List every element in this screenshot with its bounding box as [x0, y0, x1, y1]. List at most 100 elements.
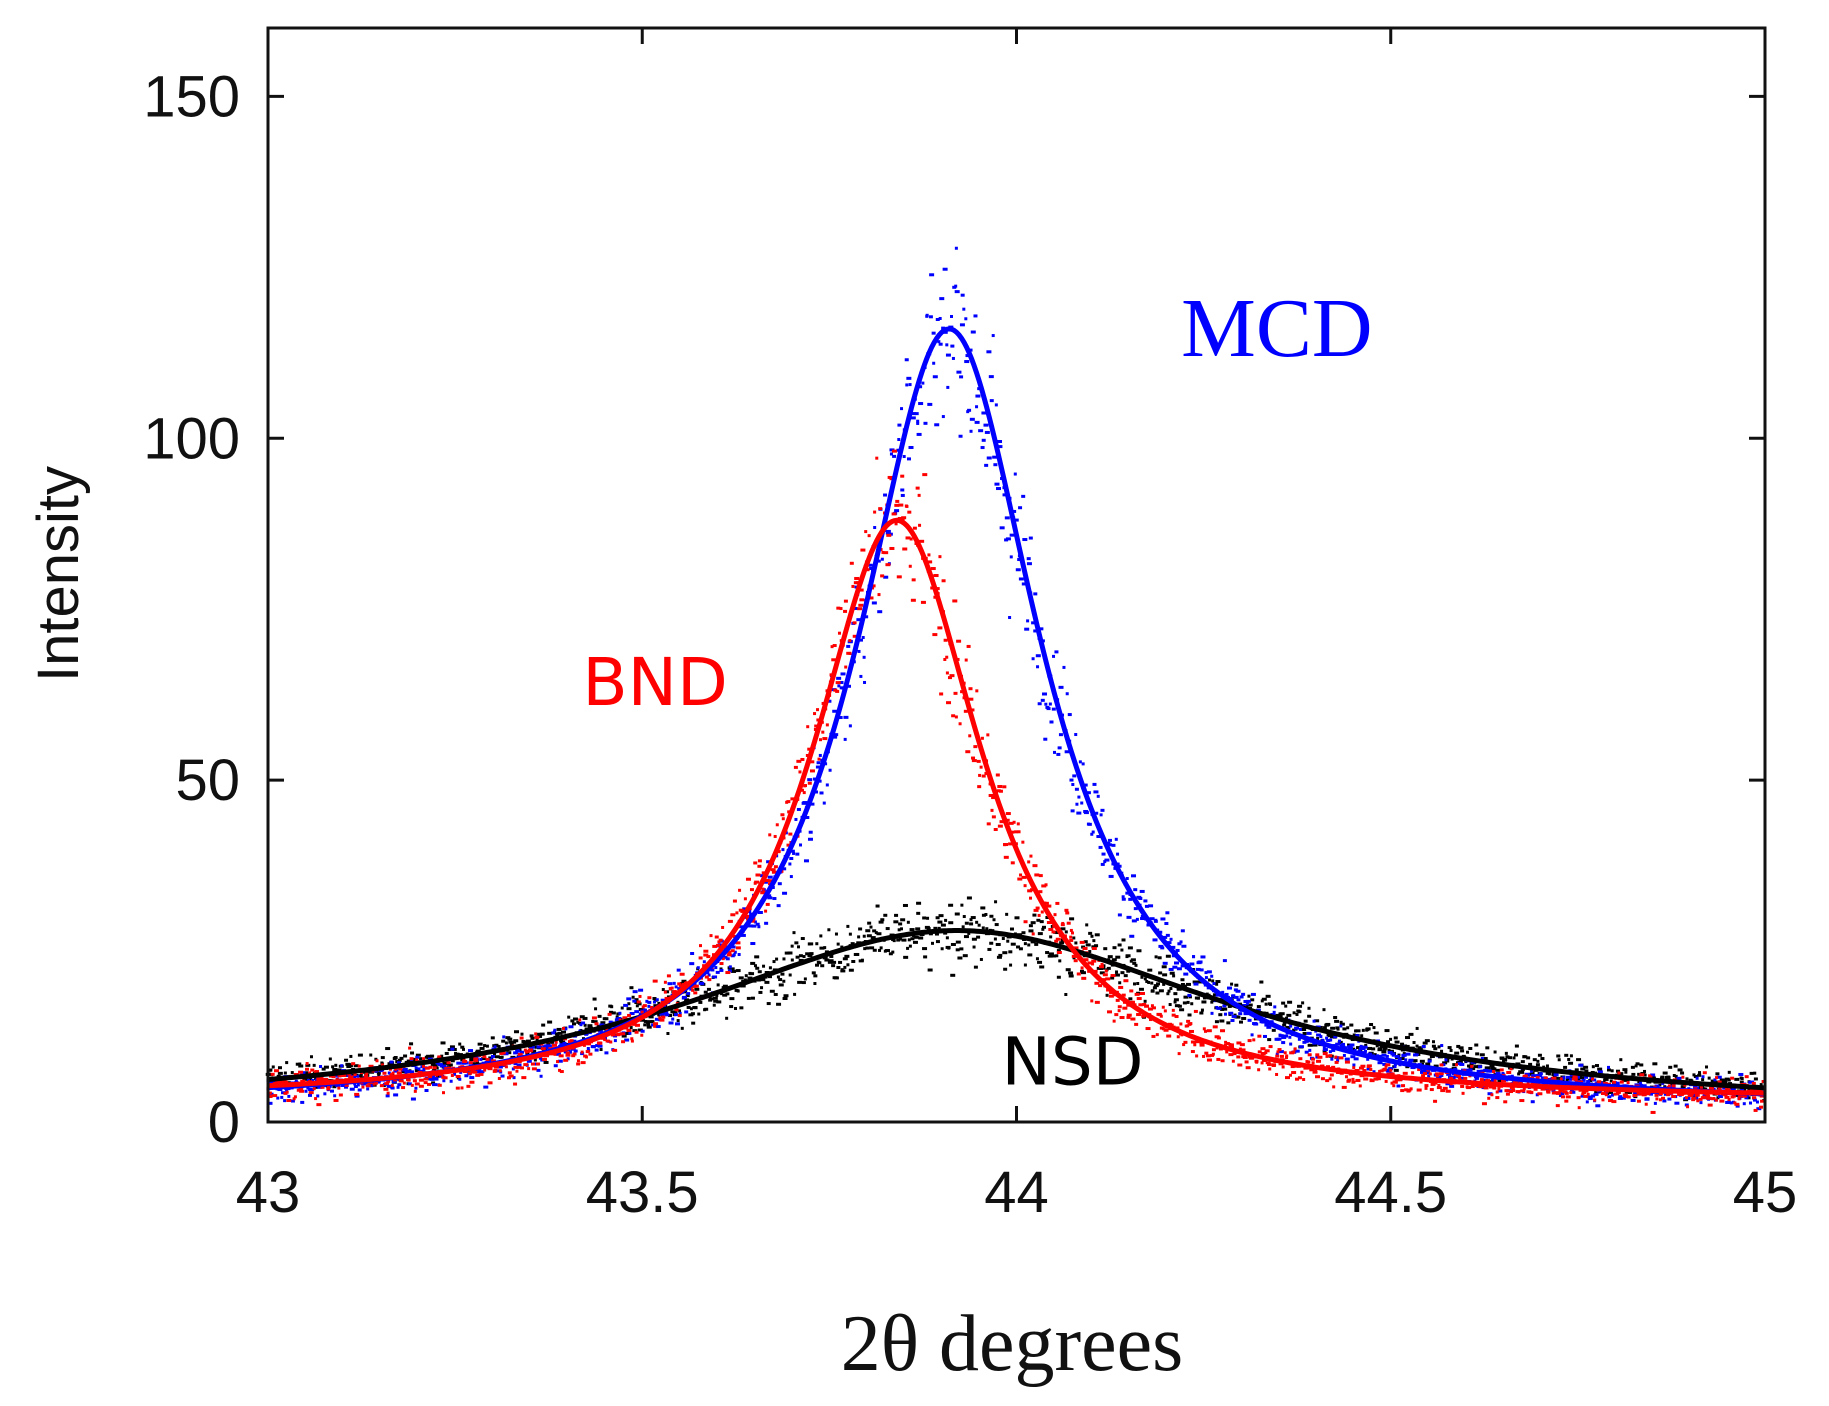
- data-point-nsd: [805, 952, 811, 956]
- data-point-mcd: [1250, 992, 1256, 996]
- data-point-bnd: [1725, 1088, 1731, 1092]
- data-point-mcd: [897, 423, 902, 427]
- data-point-bnd: [1155, 1033, 1159, 1037]
- data-point-bnd: [821, 730, 825, 734]
- data-point-nsd: [485, 1044, 489, 1048]
- data-point-nsd: [1058, 959, 1062, 963]
- data-point-bnd: [1016, 822, 1020, 826]
- data-point-bnd: [1134, 1022, 1139, 1026]
- data-point-mcd: [712, 975, 718, 979]
- data-point-mcd: [1341, 1042, 1346, 1046]
- data-point-nsd: [1393, 1068, 1399, 1072]
- data-point-nsd: [704, 1007, 709, 1011]
- data-point-nsd: [657, 1001, 661, 1005]
- data-point-mcd: [918, 385, 923, 389]
- data-point-bnd: [1228, 1053, 1234, 1057]
- data-point-nsd: [1753, 1077, 1758, 1081]
- data-point-bnd: [1636, 1099, 1641, 1103]
- data-point-bnd: [1537, 1092, 1543, 1096]
- data-point-bnd: [1129, 989, 1134, 993]
- data-point-bnd: [650, 1005, 654, 1009]
- data-point-nsd: [739, 1006, 744, 1010]
- y-tick-label: 100: [143, 406, 240, 471]
- data-point-bnd: [1171, 1008, 1175, 1012]
- data-point-nsd: [969, 918, 973, 922]
- data-point-bnd: [1260, 1051, 1266, 1055]
- data-point-bnd: [971, 756, 976, 760]
- data-point-nsd: [634, 1001, 639, 1005]
- data-point-mcd: [1328, 1050, 1332, 1054]
- data-point-nsd: [840, 969, 846, 973]
- data-point-mcd: [803, 859, 809, 863]
- data-point-mcd: [270, 1080, 276, 1084]
- data-point-mcd: [1478, 1065, 1483, 1069]
- data-point-mcd: [1663, 1092, 1667, 1096]
- data-point-bnd: [398, 1067, 403, 1071]
- data-point-mcd: [304, 1089, 308, 1093]
- data-point-bnd: [947, 676, 952, 680]
- data-point-nsd: [876, 932, 882, 936]
- data-point-nsd: [1466, 1064, 1472, 1068]
- data-point-bnd: [902, 547, 908, 551]
- data-point-mcd: [916, 421, 920, 425]
- data-point-nsd: [1094, 933, 1100, 937]
- data-point-mcd: [513, 1062, 518, 1066]
- data-point-bnd: [1654, 1093, 1659, 1097]
- data-point-bnd: [991, 796, 996, 800]
- data-point-nsd: [1384, 1029, 1390, 1033]
- data-point-nsd: [870, 936, 876, 940]
- data-point-bnd: [1310, 1057, 1315, 1061]
- data-point-bnd: [348, 1075, 354, 1079]
- data-point-bnd: [945, 655, 949, 659]
- data-point-mcd: [1401, 1053, 1407, 1057]
- data-point-nsd: [1247, 1003, 1253, 1007]
- data-point-bnd: [1341, 1085, 1347, 1089]
- data-point-mcd: [916, 432, 922, 436]
- data-point-mcd: [938, 342, 943, 346]
- data-point-mcd: [1468, 1068, 1473, 1072]
- data-point-nsd: [1502, 1058, 1507, 1062]
- data-point-nsd: [1479, 1053, 1485, 1057]
- data-point-nsd: [708, 997, 714, 1001]
- data-point-mcd: [1584, 1075, 1589, 1079]
- data-point-bnd: [1533, 1087, 1538, 1091]
- data-point-bnd: [1277, 1048, 1282, 1052]
- data-point-nsd: [1727, 1070, 1731, 1074]
- data-point-bnd: [1174, 1015, 1179, 1019]
- data-point-mcd: [696, 966, 700, 970]
- data-point-mcd: [562, 1041, 567, 1045]
- data-point-bnd: [630, 1037, 634, 1041]
- data-point-bnd: [1572, 1075, 1578, 1079]
- data-point-nsd: [712, 996, 718, 1000]
- data-point-nsd: [869, 946, 875, 950]
- data-point-mcd: [900, 488, 905, 492]
- data-point-nsd: [1637, 1072, 1642, 1076]
- data-point-bnd: [1752, 1096, 1757, 1100]
- data-point-mcd: [660, 998, 666, 1002]
- data-point-mcd: [468, 1049, 474, 1053]
- data-point-mcd: [802, 801, 808, 805]
- data-point-nsd: [782, 979, 786, 983]
- data-point-bnd: [1071, 954, 1077, 958]
- data-point-bnd: [1416, 1088, 1422, 1092]
- data-point-nsd: [328, 1057, 332, 1061]
- data-point-mcd: [918, 402, 924, 406]
- data-point-bnd: [1044, 883, 1048, 887]
- data-point-mcd: [1235, 989, 1241, 993]
- data-point-mcd: [340, 1083, 345, 1087]
- data-point-bnd: [1619, 1080, 1624, 1084]
- data-point-mcd: [555, 1052, 561, 1056]
- data-point-mcd: [667, 982, 673, 986]
- data-point-bnd: [1366, 1064, 1372, 1068]
- data-point-nsd: [1468, 1046, 1473, 1050]
- data-point-bnd: [1518, 1080, 1523, 1084]
- data-point-bnd: [540, 1047, 546, 1051]
- data-point-nsd: [535, 1032, 541, 1036]
- data-point-mcd: [1171, 945, 1176, 949]
- data-point-mcd: [967, 408, 972, 412]
- data-point-nsd: [1373, 1053, 1377, 1057]
- data-point-bnd: [765, 902, 770, 906]
- data-point-bnd: [423, 1077, 429, 1081]
- data-point-mcd: [1553, 1073, 1559, 1077]
- data-point-bnd: [1008, 842, 1013, 846]
